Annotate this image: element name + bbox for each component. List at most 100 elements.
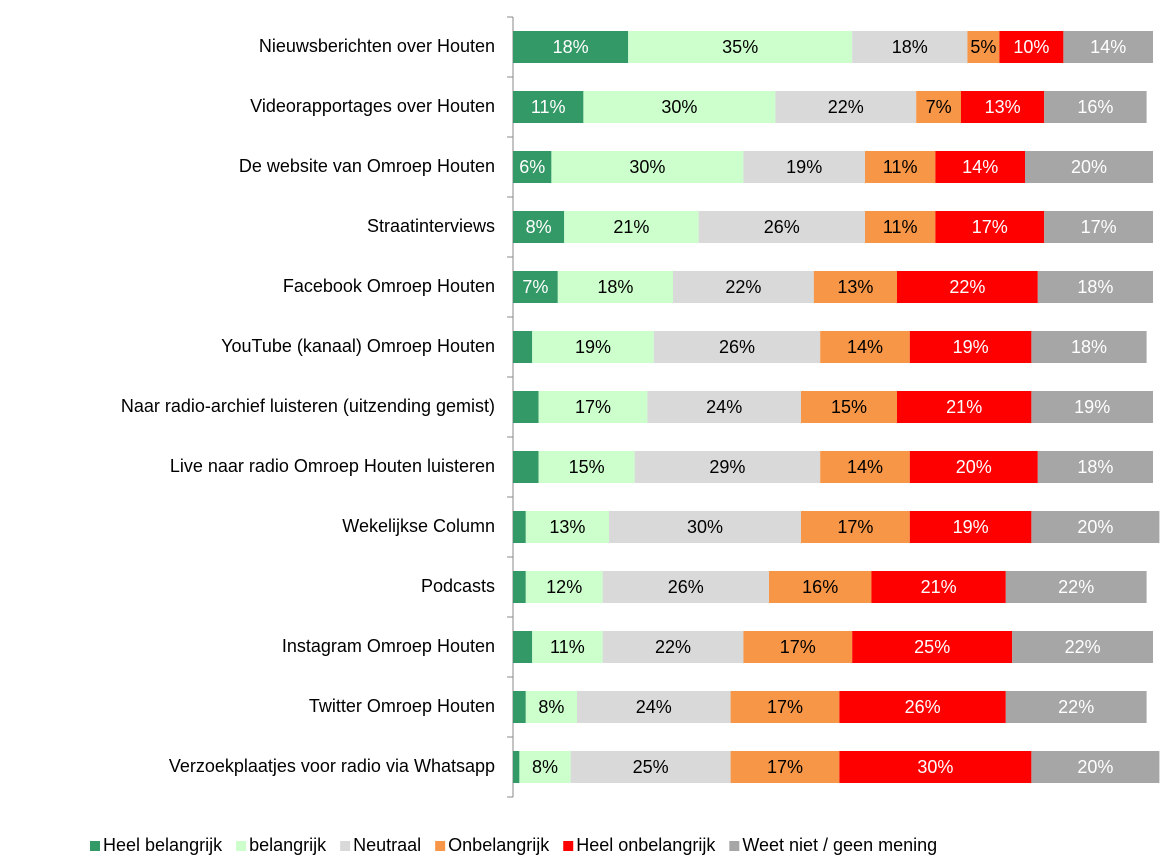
category-label: Videorapportages over Houten (250, 96, 495, 116)
value-label: 17% (767, 757, 803, 777)
value-label: 24% (636, 697, 672, 717)
bar-segment (698, 211, 865, 243)
bar-segment (813, 271, 897, 303)
bar-segment (1063, 31, 1153, 63)
bar-segment (634, 451, 821, 483)
bar-segment (839, 691, 1006, 723)
legend-swatch (236, 841, 247, 851)
value-label: 26% (719, 337, 755, 357)
bar-segment (909, 511, 1032, 543)
bar-segment (525, 691, 577, 723)
bar-segment (961, 91, 1045, 123)
value-label: 16% (1077, 97, 1113, 117)
bar-segment (852, 31, 968, 63)
bar-segment (551, 151, 744, 183)
bar-segment (538, 391, 648, 423)
bar-segment (743, 631, 853, 663)
legend-label: Onbelangrijk (448, 835, 550, 855)
value-label: 18% (1071, 337, 1107, 357)
value-label: 19% (1074, 397, 1110, 417)
value-label: 22% (655, 637, 691, 657)
value-label: 7% (926, 97, 952, 117)
value-label: 6% (519, 157, 545, 177)
value-label: 19% (786, 157, 822, 177)
bar-segment (653, 331, 821, 363)
bar-segment (557, 271, 673, 303)
bar-segment (513, 511, 526, 543)
legend-label: Weet niet / geen mening (742, 835, 937, 855)
value-label: 15% (831, 397, 867, 417)
legend-swatch (90, 841, 100, 851)
value-label: 14% (847, 337, 883, 357)
value-label: 18% (597, 277, 633, 297)
category-label: De website van Omroep Houten (239, 156, 495, 176)
value-label: 17% (780, 637, 816, 657)
value-label: 17% (575, 397, 611, 417)
value-label: 8% (526, 217, 552, 237)
bar-segment (1044, 91, 1147, 123)
value-label: 11% (883, 217, 918, 237)
bar-segment (801, 391, 897, 423)
bar-segment (602, 631, 744, 663)
value-label: 11% (550, 637, 585, 657)
bar-segment (513, 691, 526, 723)
value-label: 18% (553, 37, 589, 57)
value-label: 13% (549, 517, 585, 537)
legend-swatch (563, 841, 574, 851)
value-label: 29% (709, 457, 745, 477)
category-label: YouTube (kanaal) Omroep Houten (221, 336, 495, 356)
bar-segment (909, 451, 1038, 483)
category-label: Twitter Omroep Houten (309, 696, 495, 716)
bar-segment (935, 151, 1025, 183)
value-label: 22% (949, 277, 985, 297)
bar-segment (513, 391, 539, 423)
bar-segment (673, 271, 814, 303)
bar-segment (1031, 391, 1153, 423)
value-label: 11% (531, 97, 566, 117)
bar-segment (628, 31, 853, 63)
value-label: 24% (706, 397, 742, 417)
value-label: 20% (956, 457, 992, 477)
bar-segment (1031, 511, 1160, 543)
value-label: 21% (946, 397, 982, 417)
value-label: 19% (953, 337, 989, 357)
bar-segment (909, 331, 1032, 363)
legend-swatch (340, 841, 351, 851)
bar-segment (820, 331, 910, 363)
category-label: Podcasts (421, 576, 495, 596)
legend-label: Neutraal (353, 835, 421, 855)
bar-segment (897, 271, 1038, 303)
bar-segment (513, 331, 533, 363)
value-label: 15% (569, 457, 605, 477)
bar-segment (935, 211, 1045, 243)
value-label: 20% (1077, 517, 1113, 537)
value-label: 30% (917, 757, 953, 777)
bar-segment (570, 751, 731, 783)
value-label: 18% (892, 37, 928, 57)
value-label: 19% (953, 517, 989, 537)
value-label: 18% (1077, 457, 1113, 477)
bar-segment (519, 751, 571, 783)
value-label: 14% (847, 457, 883, 477)
value-label: 14% (1090, 37, 1126, 57)
bar-segment (583, 91, 776, 123)
value-label: 16% (802, 577, 838, 597)
bar-segment (1037, 451, 1153, 483)
value-label: 13% (837, 277, 873, 297)
bar-segment (513, 271, 558, 303)
bar-segment (743, 151, 865, 183)
bar-segment (865, 211, 936, 243)
bar-segment (513, 91, 584, 123)
bar-segment (839, 751, 1032, 783)
bar-segment (730, 691, 840, 723)
bar-segment (513, 571, 526, 603)
legend-label: Heel onbelangrijk (576, 835, 716, 855)
category-label: Instagram Omroep Houten (282, 636, 495, 656)
value-label: 30% (629, 157, 665, 177)
bar-segment (999, 31, 1064, 63)
value-label: 19% (575, 337, 611, 357)
bar-segment (513, 31, 629, 63)
bar-segment (967, 31, 1000, 63)
value-label: 22% (1058, 577, 1094, 597)
